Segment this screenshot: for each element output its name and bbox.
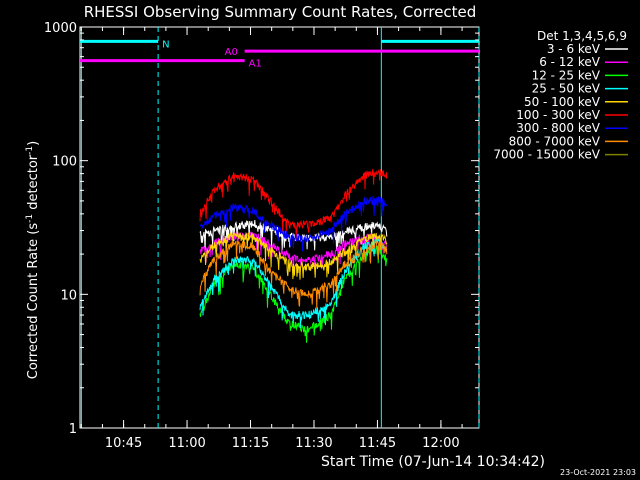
x-axis: 10:45 11:00 11:15 11:30 11:45 12:00	[80, 27, 463, 451]
legend-label: 300 - 800 keV	[516, 121, 600, 135]
series-line-300-800keV	[199, 195, 388, 252]
flag-label: A0	[225, 47, 238, 58]
y-tick-label: 1000	[44, 21, 77, 36]
legend-label: 100 - 300 keV	[516, 108, 600, 122]
x-tick-label: 10:45	[105, 436, 142, 451]
legend-label: 3 - 6 keV	[547, 42, 601, 56]
series-line-25-50keV	[199, 238, 388, 328]
legend-label: 6 - 12 keV	[539, 55, 601, 69]
series-line-50-100keV	[199, 230, 388, 280]
x-tick-label: 11:15	[232, 436, 269, 451]
legend-label: 800 - 7000 keV	[509, 134, 601, 148]
x-tick-label: 11:30	[295, 436, 332, 451]
x-tick-label: 11:00	[168, 436, 205, 451]
legend-label: 7000 - 15000 keV	[493, 148, 600, 162]
timestamp: 23-Oct-2021 23:03	[560, 468, 636, 477]
y-axis-label: Corrected Count Rate (s-1 detector-1)	[25, 141, 41, 379]
y-tick-label: 100	[52, 155, 77, 170]
flag-label: N	[162, 39, 169, 50]
flag-label: A1	[249, 59, 262, 70]
y-axis: 1 10 100 1000	[44, 21, 479, 437]
series-line-100-300keV	[199, 168, 388, 242]
y-tick-label: 1	[69, 422, 77, 437]
chart-title: RHESSI Observing Summary Count Rates, Co…	[84, 3, 477, 21]
x-axis-label: Start Time (07-Jun-14 10:34:42)	[321, 454, 545, 470]
x-tick-label: 11:45	[359, 436, 396, 451]
y-tick-label: 10	[60, 288, 77, 303]
legend-title: Det 1,3,4,5,6,9	[537, 29, 627, 43]
legend-label: 12 - 25 keV	[532, 68, 601, 82]
x-tick-label: 12:00	[422, 436, 459, 451]
plot-area: N A0 A1	[79, 26, 480, 429]
legend-label: 25 - 50 keV	[532, 82, 601, 96]
series-line-800-7000keV	[199, 240, 388, 309]
legend-label: 50 - 100 keV	[524, 95, 601, 109]
